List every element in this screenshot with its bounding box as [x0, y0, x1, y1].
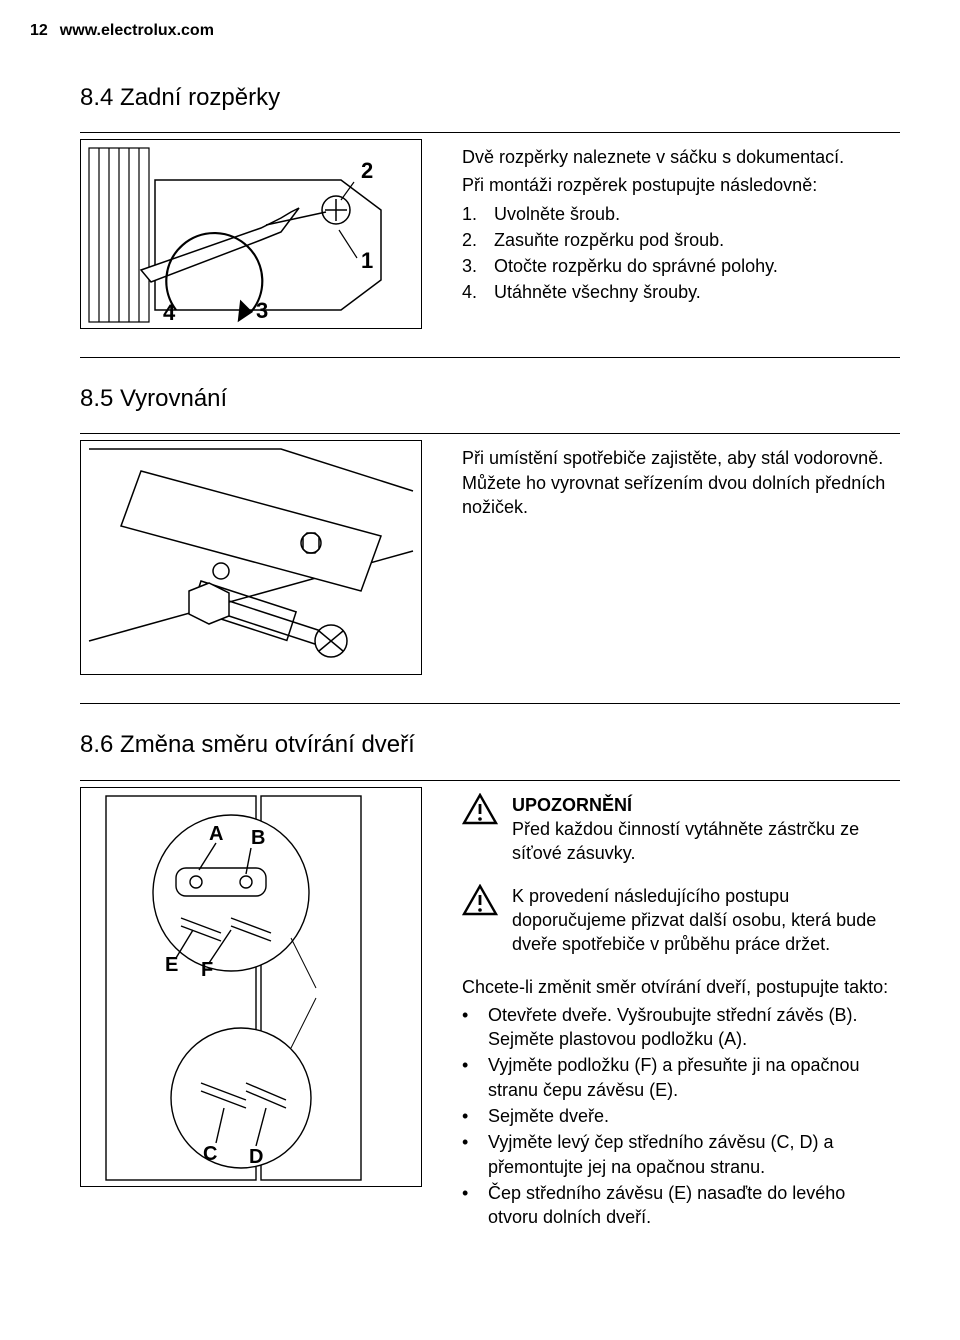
warning-text: Před každou činností vytáhněte zástrčku …: [512, 817, 900, 866]
bullet: •Vyjměte podložku (F) a přesuňte ji na o…: [462, 1053, 900, 1102]
section-8-6-text: UPOZORNĚNÍ Před každou činností vytáhnět…: [462, 787, 900, 1232]
step-text: Utáhněte všechny šrouby.: [494, 280, 701, 304]
svg-text:B: B: [251, 827, 265, 849]
para: Dvě rozpěrky naleznete v sáčku s dokumen…: [462, 145, 900, 169]
bullet-text: Sejměte dveře.: [488, 1104, 609, 1128]
para: Při montáži rozpěrek postupujte následov…: [462, 173, 900, 197]
section-8-5-text: Při umístění spotřebiče zajistěte, aby s…: [462, 440, 900, 523]
section-8-5-row: Při umístění spotřebiče zajistěte, aby s…: [80, 433, 900, 695]
warning-title: UPOZORNĚNÍ: [512, 793, 900, 817]
bullet: •Sejměte dveře.: [462, 1104, 900, 1128]
bullet-text: Čep středního závěsu (E) nasaďte do levé…: [488, 1181, 900, 1230]
svg-text:E: E: [165, 954, 178, 976]
divider: [80, 357, 900, 358]
bullet-text: Vyjměte levý čep středního závěsu (C, D)…: [488, 1130, 900, 1179]
warning-text: K provedení následujícího postupu doporu…: [512, 884, 900, 957]
svg-text:F: F: [201, 959, 213, 981]
page-number: 12: [30, 20, 48, 42]
callout-4: 4: [163, 300, 176, 325]
step: 1.Uvolněte šroub.: [462, 202, 900, 226]
bullet-text: Vyjměte podložku (F) a přesuňte ji na op…: [488, 1053, 900, 1102]
section-title-8-5: 8.5 Vyrovnání: [80, 383, 900, 415]
section-8-6-row: A B E F C D: [80, 780, 900, 1252]
section-title-8-6: 8.6 Změna směru otvírání dveří: [80, 729, 900, 761]
section-8-4: 8.4 Zadní rozpěrky: [80, 82, 900, 358]
callout-2: 2: [361, 158, 373, 183]
callout-3: 3: [256, 298, 268, 323]
warning-helper: K provedení následujícího postupu doporu…: [462, 884, 900, 957]
figure-rear-spacers: 2 1 3 4: [80, 139, 422, 329]
site-url: www.electrolux.com: [60, 20, 214, 42]
divider: [80, 703, 900, 704]
section-8-6: 8.6 Změna směru otvírání dveří: [80, 729, 900, 1251]
step: 2.Zasuňte rozpěrku pod šroub.: [462, 228, 900, 252]
section-8-5: 8.5 Vyrovnání: [80, 383, 900, 704]
para: Při umístění spotřebiče zajistěte, aby s…: [462, 446, 900, 519]
step-text: Uvolněte šroub.: [494, 202, 620, 226]
bullet: •Vyjměte levý čep středního závěsu (C, D…: [462, 1130, 900, 1179]
warning-unplug: UPOZORNĚNÍ Před každou činností vytáhnět…: [462, 793, 900, 866]
figure-levelling: [80, 440, 422, 675]
callout-1: 1: [361, 248, 373, 273]
section-8-4-text: Dvě rozpěrky naleznete v sáčku s dokumen…: [462, 139, 900, 307]
bullet: •Čep středního závěsu (E) nasaďte do lev…: [462, 1181, 900, 1230]
warning-icon: [462, 884, 498, 916]
step: 4.Utáhněte všechny šrouby.: [462, 280, 900, 304]
svg-text:C: C: [203, 1143, 217, 1165]
bullet: •Otevřete dveře. Vyšroubujte střední záv…: [462, 1003, 900, 1052]
step-text: Otočte rozpěrku do správné polohy.: [494, 254, 778, 278]
bullet-text: Otevřete dveře. Vyšroubujte střední závě…: [488, 1003, 900, 1052]
warning-icon: [462, 793, 498, 825]
para: Chcete-li změnit směr otvírání dveří, po…: [462, 975, 900, 999]
warning-body: UPOZORNĚNÍ Před každou činností vytáhnět…: [512, 793, 900, 866]
section-title-8-4: 8.4 Zadní rozpěrky: [80, 82, 900, 114]
step: 3.Otočte rozpěrku do správné polohy.: [462, 254, 900, 278]
page-header: 12 www.electrolux.com: [30, 20, 900, 42]
svg-text:A: A: [209, 823, 223, 845]
section-8-4-row: 2 1 3 4 Dvě rozpěrky naleznete v sáčku s…: [80, 132, 900, 349]
figure-door-reversal: A B E F C D: [80, 787, 422, 1187]
step-text: Zasuňte rozpěrku pod šroub.: [494, 228, 724, 252]
svg-text:D: D: [249, 1146, 263, 1168]
